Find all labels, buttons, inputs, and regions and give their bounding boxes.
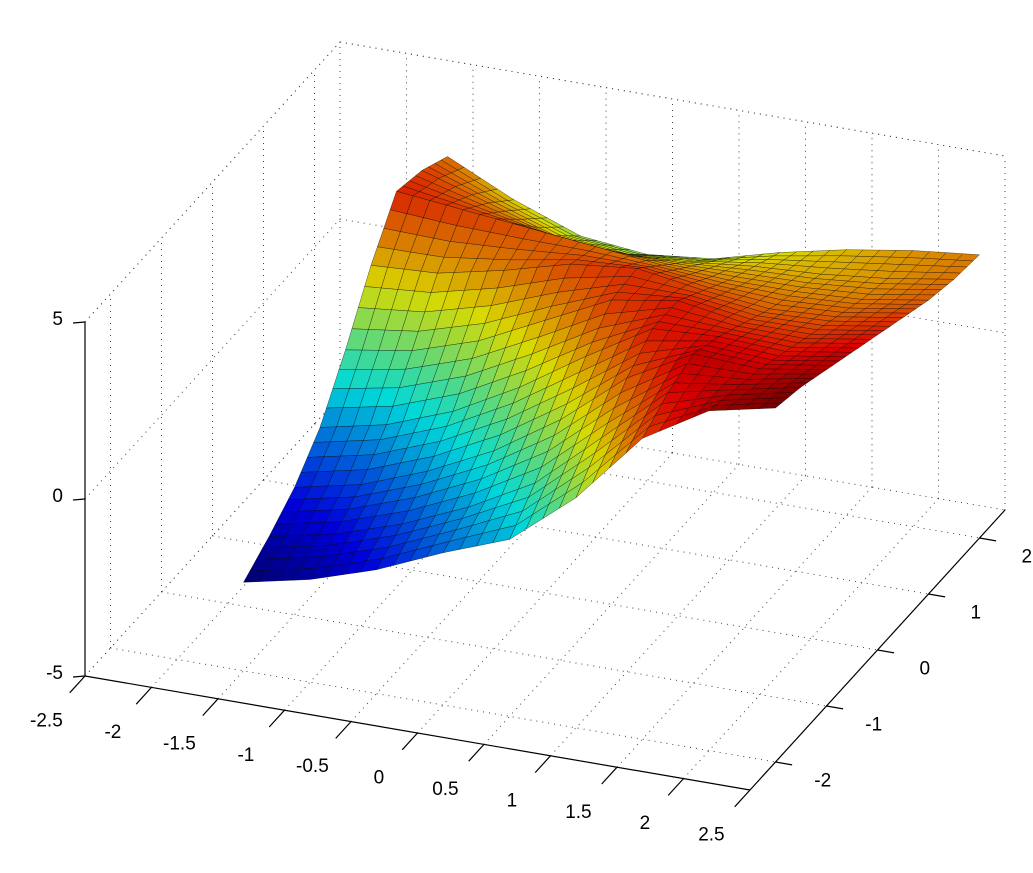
surface-patch (758, 402, 783, 409)
x-tick (135, 686, 152, 705)
z-tick (72, 498, 86, 501)
x-tick (401, 732, 418, 751)
x-tick (202, 698, 219, 717)
x-tick-label: 2.5 (698, 825, 724, 846)
x-tick-label: -2.5 (30, 711, 63, 732)
x-tick (734, 789, 751, 808)
x-tick-label: -1.5 (163, 733, 196, 754)
x-tick (335, 721, 352, 739)
y-tick-label: 2 (1021, 547, 1032, 568)
y-tick (826, 705, 844, 710)
z-tick (72, 321, 86, 324)
y-tick-label: 0 (919, 659, 930, 680)
z-tick-label: 5 (52, 309, 63, 330)
x-tick-label: 0 (374, 768, 385, 789)
y-tick-label: -2 (814, 771, 831, 792)
x-tick (268, 709, 285, 728)
x-tick-label: 0.5 (432, 779, 458, 800)
x-tick-label: -2 (104, 722, 121, 743)
x-tick-label: 1 (507, 790, 518, 811)
z-tick-label: -5 (46, 663, 63, 684)
x-tick-label: -1 (237, 745, 254, 766)
x-tick (534, 755, 551, 774)
y-tick (979, 537, 997, 542)
x-tick-label: 2 (640, 813, 651, 834)
y-tick (877, 649, 895, 654)
y-tick-label: 1 (970, 603, 981, 624)
y-tick-label: -1 (865, 715, 882, 736)
x-tick-label: -0.5 (296, 756, 329, 777)
z-tick (72, 675, 86, 678)
y-tick (928, 593, 946, 598)
y-tick (775, 761, 793, 766)
x-tick-label: 1.5 (565, 802, 591, 823)
z-tick-label: 0 (52, 486, 63, 507)
x-tick (667, 778, 684, 796)
x-tick (468, 743, 485, 762)
x-tick (69, 675, 86, 694)
x-tick (601, 766, 618, 785)
